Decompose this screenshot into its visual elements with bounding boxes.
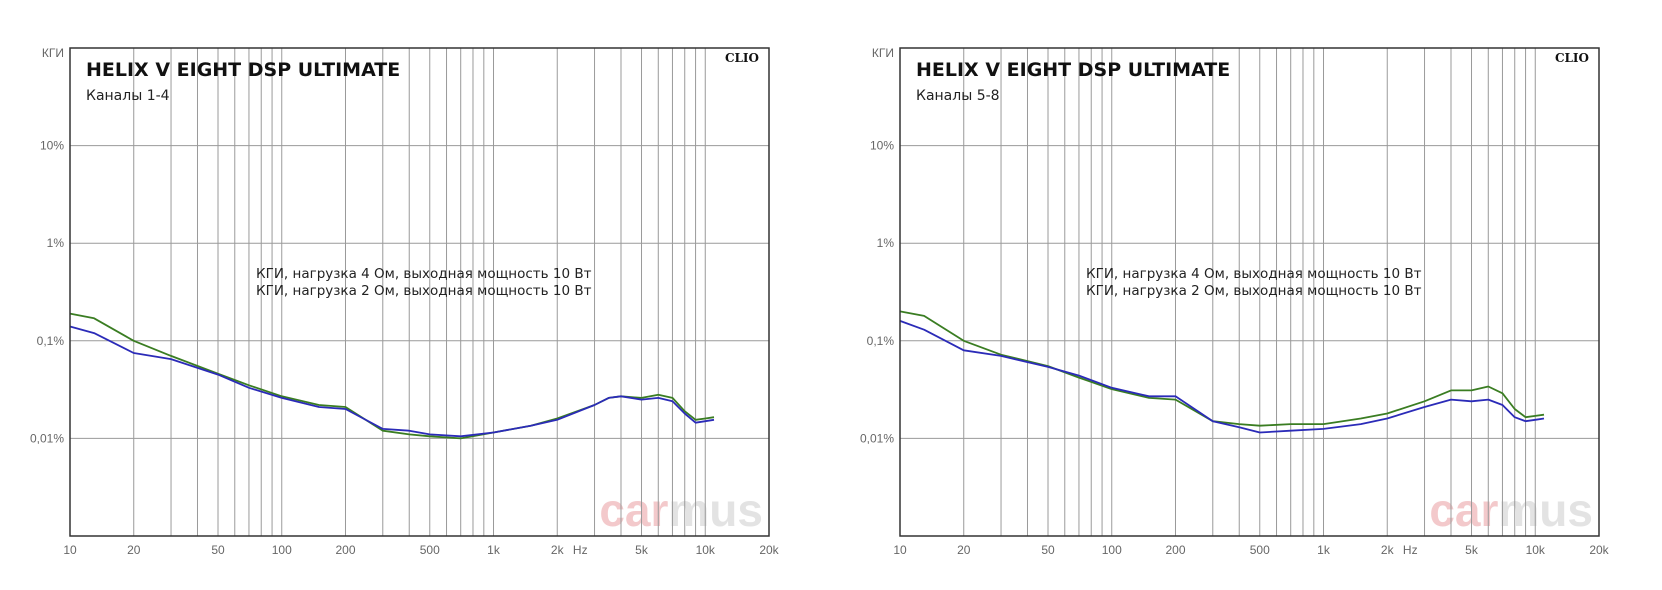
x-tick-label: 20k bbox=[1589, 543, 1609, 557]
legend-entry-2: КГИ, нагрузка 2 Ом, выходная мощность 10… bbox=[256, 283, 592, 299]
plot-area bbox=[70, 48, 769, 536]
x-tick-label: 20k bbox=[759, 543, 779, 557]
chart-panel-2: carmus КГИ 10% 1% 0,1% 0,01% 10 20 50 100 200 500 1k… bbox=[860, 46, 1610, 557]
x-tick-label: 500 bbox=[420, 543, 440, 557]
series-line-2ohm bbox=[69, 325, 715, 438]
x-tick-label: 50 bbox=[211, 543, 225, 557]
x-tick-label: 10k bbox=[696, 543, 716, 557]
clio-badge: CLIO bbox=[725, 51, 759, 65]
y-tick-label: 10% bbox=[870, 139, 894, 153]
x-axis-unit: Hz bbox=[573, 543, 588, 557]
chart-title: HELIX V EIGHT DSP ULTIMATE bbox=[86, 59, 400, 81]
y-tick-label: 1% bbox=[877, 236, 895, 250]
plot-area bbox=[900, 48, 1599, 536]
x-tick-label: 20 bbox=[127, 543, 141, 557]
watermark-mus: mus bbox=[1498, 484, 1593, 536]
x-tick-label: 10 bbox=[63, 543, 77, 557]
chart-panel-1: carmus КГИ 10% 1% 0,1% 0,01% 10 20 50 100 200 500 1k… bbox=[30, 46, 780, 557]
x-tick-label: 5k bbox=[635, 543, 649, 557]
x-tick-label: 100 bbox=[1102, 543, 1122, 557]
plot-frame bbox=[69, 47, 770, 537]
y-tick-label: 1% bbox=[47, 236, 65, 250]
plot-frame bbox=[899, 47, 1600, 537]
chart-title: HELIX V EIGHT DSP ULTIMATE bbox=[916, 59, 1230, 81]
x-tick-label: 5k bbox=[1465, 543, 1479, 557]
x-tick-label: 20 bbox=[957, 543, 971, 557]
y-axis-label: КГИ bbox=[872, 46, 894, 60]
clio-badge: CLIO bbox=[1555, 51, 1589, 65]
y-tick-label: 10% bbox=[40, 139, 64, 153]
x-tick-label: 2k bbox=[1381, 543, 1395, 557]
y-tick-label: 0,1% bbox=[867, 334, 895, 348]
vertical-gridlines bbox=[133, 48, 706, 536]
x-tick-label: 2k bbox=[551, 543, 565, 557]
y-axis-label: КГИ bbox=[42, 46, 64, 60]
y-tick-label: 0,1% bbox=[37, 334, 65, 348]
x-axis-unit: Hz bbox=[1403, 543, 1418, 557]
series-line-4ohm bbox=[69, 312, 715, 440]
watermark-car: car bbox=[599, 484, 668, 536]
chart-subtitle: Каналы 5-8 bbox=[916, 88, 1000, 104]
watermark-mus: mus bbox=[668, 484, 763, 536]
vertical-gridlines bbox=[963, 48, 1536, 536]
x-tick-label: 50 bbox=[1041, 543, 1055, 557]
watermark: carmus bbox=[599, 484, 763, 536]
watermark: carmus bbox=[1429, 484, 1593, 536]
x-tick-label: 200 bbox=[1165, 543, 1185, 557]
horizontal-gridlines bbox=[70, 145, 769, 439]
x-tick-label: 1k bbox=[1317, 543, 1331, 557]
legend-entry-2: КГИ, нагрузка 2 Ом, выходная мощность 10… bbox=[1086, 283, 1422, 299]
horizontal-gridlines bbox=[900, 145, 1599, 439]
x-tick-label: 500 bbox=[1250, 543, 1270, 557]
chart-subtitle: Каналы 1-4 bbox=[86, 88, 170, 104]
legend-entry-1: КГИ, нагрузка 4 Ом, выходная мощность 10… bbox=[256, 266, 592, 282]
x-tick-label: 200 bbox=[335, 543, 355, 557]
watermark-car: car bbox=[1429, 484, 1498, 536]
legend-entry-1: КГИ, нагрузка 4 Ом, выходная мощность 10… bbox=[1086, 266, 1422, 282]
x-tick-label: 100 bbox=[272, 543, 292, 557]
y-tick-label: 0,01% bbox=[30, 431, 64, 445]
x-tick-label: 1k bbox=[487, 543, 501, 557]
y-tick-label: 0,01% bbox=[860, 431, 894, 445]
x-tick-label: 10 bbox=[893, 543, 907, 557]
series-line-2ohm bbox=[899, 320, 1545, 434]
x-tick-label: 10k bbox=[1526, 543, 1546, 557]
